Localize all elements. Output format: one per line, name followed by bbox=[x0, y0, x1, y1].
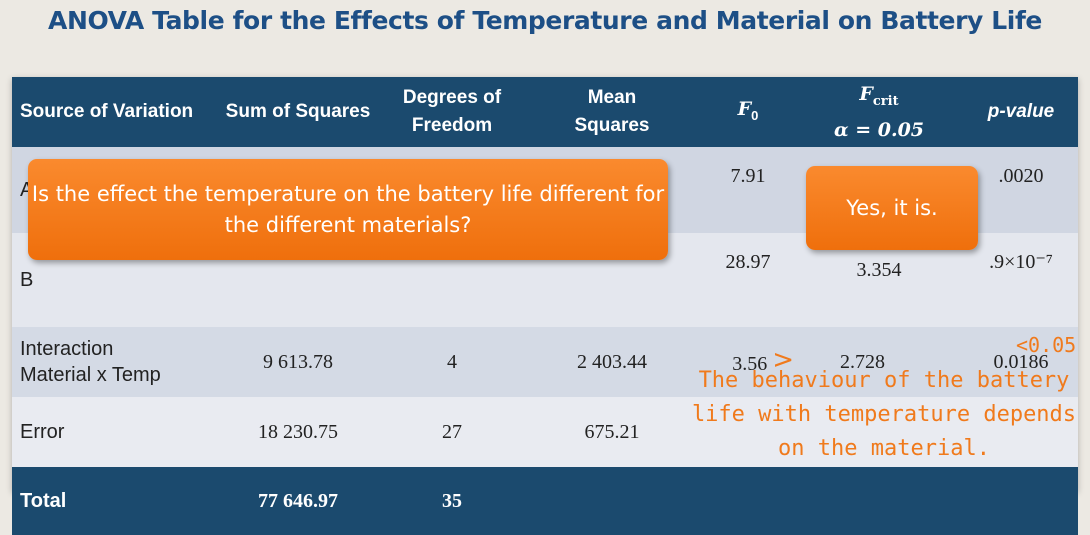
header-mean-squares: Mean Squares bbox=[522, 77, 702, 147]
page-title: ANOVA Table for the Effects of Temperatu… bbox=[48, 6, 1042, 35]
header-ms-line2: Squares bbox=[574, 115, 650, 136]
table-header-row: Source of Variation Sum of Squares Degre… bbox=[12, 77, 1078, 147]
row-source: Error bbox=[12, 397, 214, 467]
header-fcrit: Fcrit α = 0.05 bbox=[794, 77, 964, 147]
row-f0 bbox=[702, 397, 794, 467]
row-p bbox=[964, 397, 1078, 467]
header-fcrit-alpha: α = 0.05 bbox=[833, 118, 925, 141]
question-callout: Is the effect the temperature on the bat… bbox=[28, 159, 668, 260]
row-f0-value: 3.56 bbox=[732, 353, 768, 375]
header-source: Source of Variation bbox=[12, 77, 214, 147]
table-row: Error 18 230.75 27 675.21 bbox=[12, 397, 1078, 467]
total-df: 35 bbox=[382, 467, 522, 535]
conclusion-note: The behaviour of the battery life with t… bbox=[691, 368, 1077, 461]
total-label: Total bbox=[12, 467, 214, 535]
p-value-comparison-note: <0.05 bbox=[1016, 333, 1077, 357]
header-fcrit-sub: crit bbox=[872, 93, 899, 109]
header-f0-main: F bbox=[737, 97, 752, 120]
header-fcrit-main: F bbox=[859, 83, 873, 106]
row-fcrit: 2.728 bbox=[794, 327, 964, 397]
row-df: 27 bbox=[382, 397, 522, 467]
row-fcrit bbox=[794, 397, 964, 467]
greater-than-arrow: > bbox=[772, 345, 794, 375]
row-source-line2: Material x Temp bbox=[20, 364, 161, 386]
row-f0: 28.97 bbox=[702, 233, 794, 327]
row-f0: 3.56 > bbox=[702, 327, 794, 397]
total-ss: 77 646.97 bbox=[214, 467, 382, 535]
answer-callout: Yes, it is. bbox=[806, 166, 978, 250]
row-ss: 18 230.75 bbox=[214, 397, 382, 467]
row-ms: 675.21 bbox=[522, 397, 702, 467]
row-ms: 2 403.44 bbox=[522, 327, 702, 397]
header-p-value: p-value bbox=[964, 77, 1078, 147]
table-total-row: Total 77 646.97 35 bbox=[12, 467, 1078, 535]
header-f0-sub: 0 bbox=[751, 107, 759, 123]
row-ss: 9 613.78 bbox=[214, 327, 382, 397]
row-source-line1: Interaction bbox=[20, 338, 114, 360]
header-degrees-of-freedom: Degrees of Freedom bbox=[382, 77, 522, 147]
table-row: Interaction Material x Temp 9 613.78 4 2… bbox=[12, 327, 1078, 397]
row-source: Interaction Material x Temp bbox=[12, 327, 214, 397]
row-df: 4 bbox=[382, 327, 522, 397]
row-f0: 7.91 bbox=[702, 147, 794, 233]
row-p: .0020 bbox=[964, 147, 1078, 233]
header-ms-line1: Mean bbox=[587, 87, 637, 108]
row-p: .9×10⁻⁷ bbox=[964, 233, 1078, 327]
header-df-line2: Freedom bbox=[411, 115, 493, 136]
header-f0: F0 bbox=[702, 77, 794, 147]
header-df-line1: Degrees of bbox=[402, 87, 502, 108]
header-sum-of-squares: Sum of Squares bbox=[214, 77, 382, 147]
row-p: 0.0186 bbox=[964, 327, 1078, 397]
